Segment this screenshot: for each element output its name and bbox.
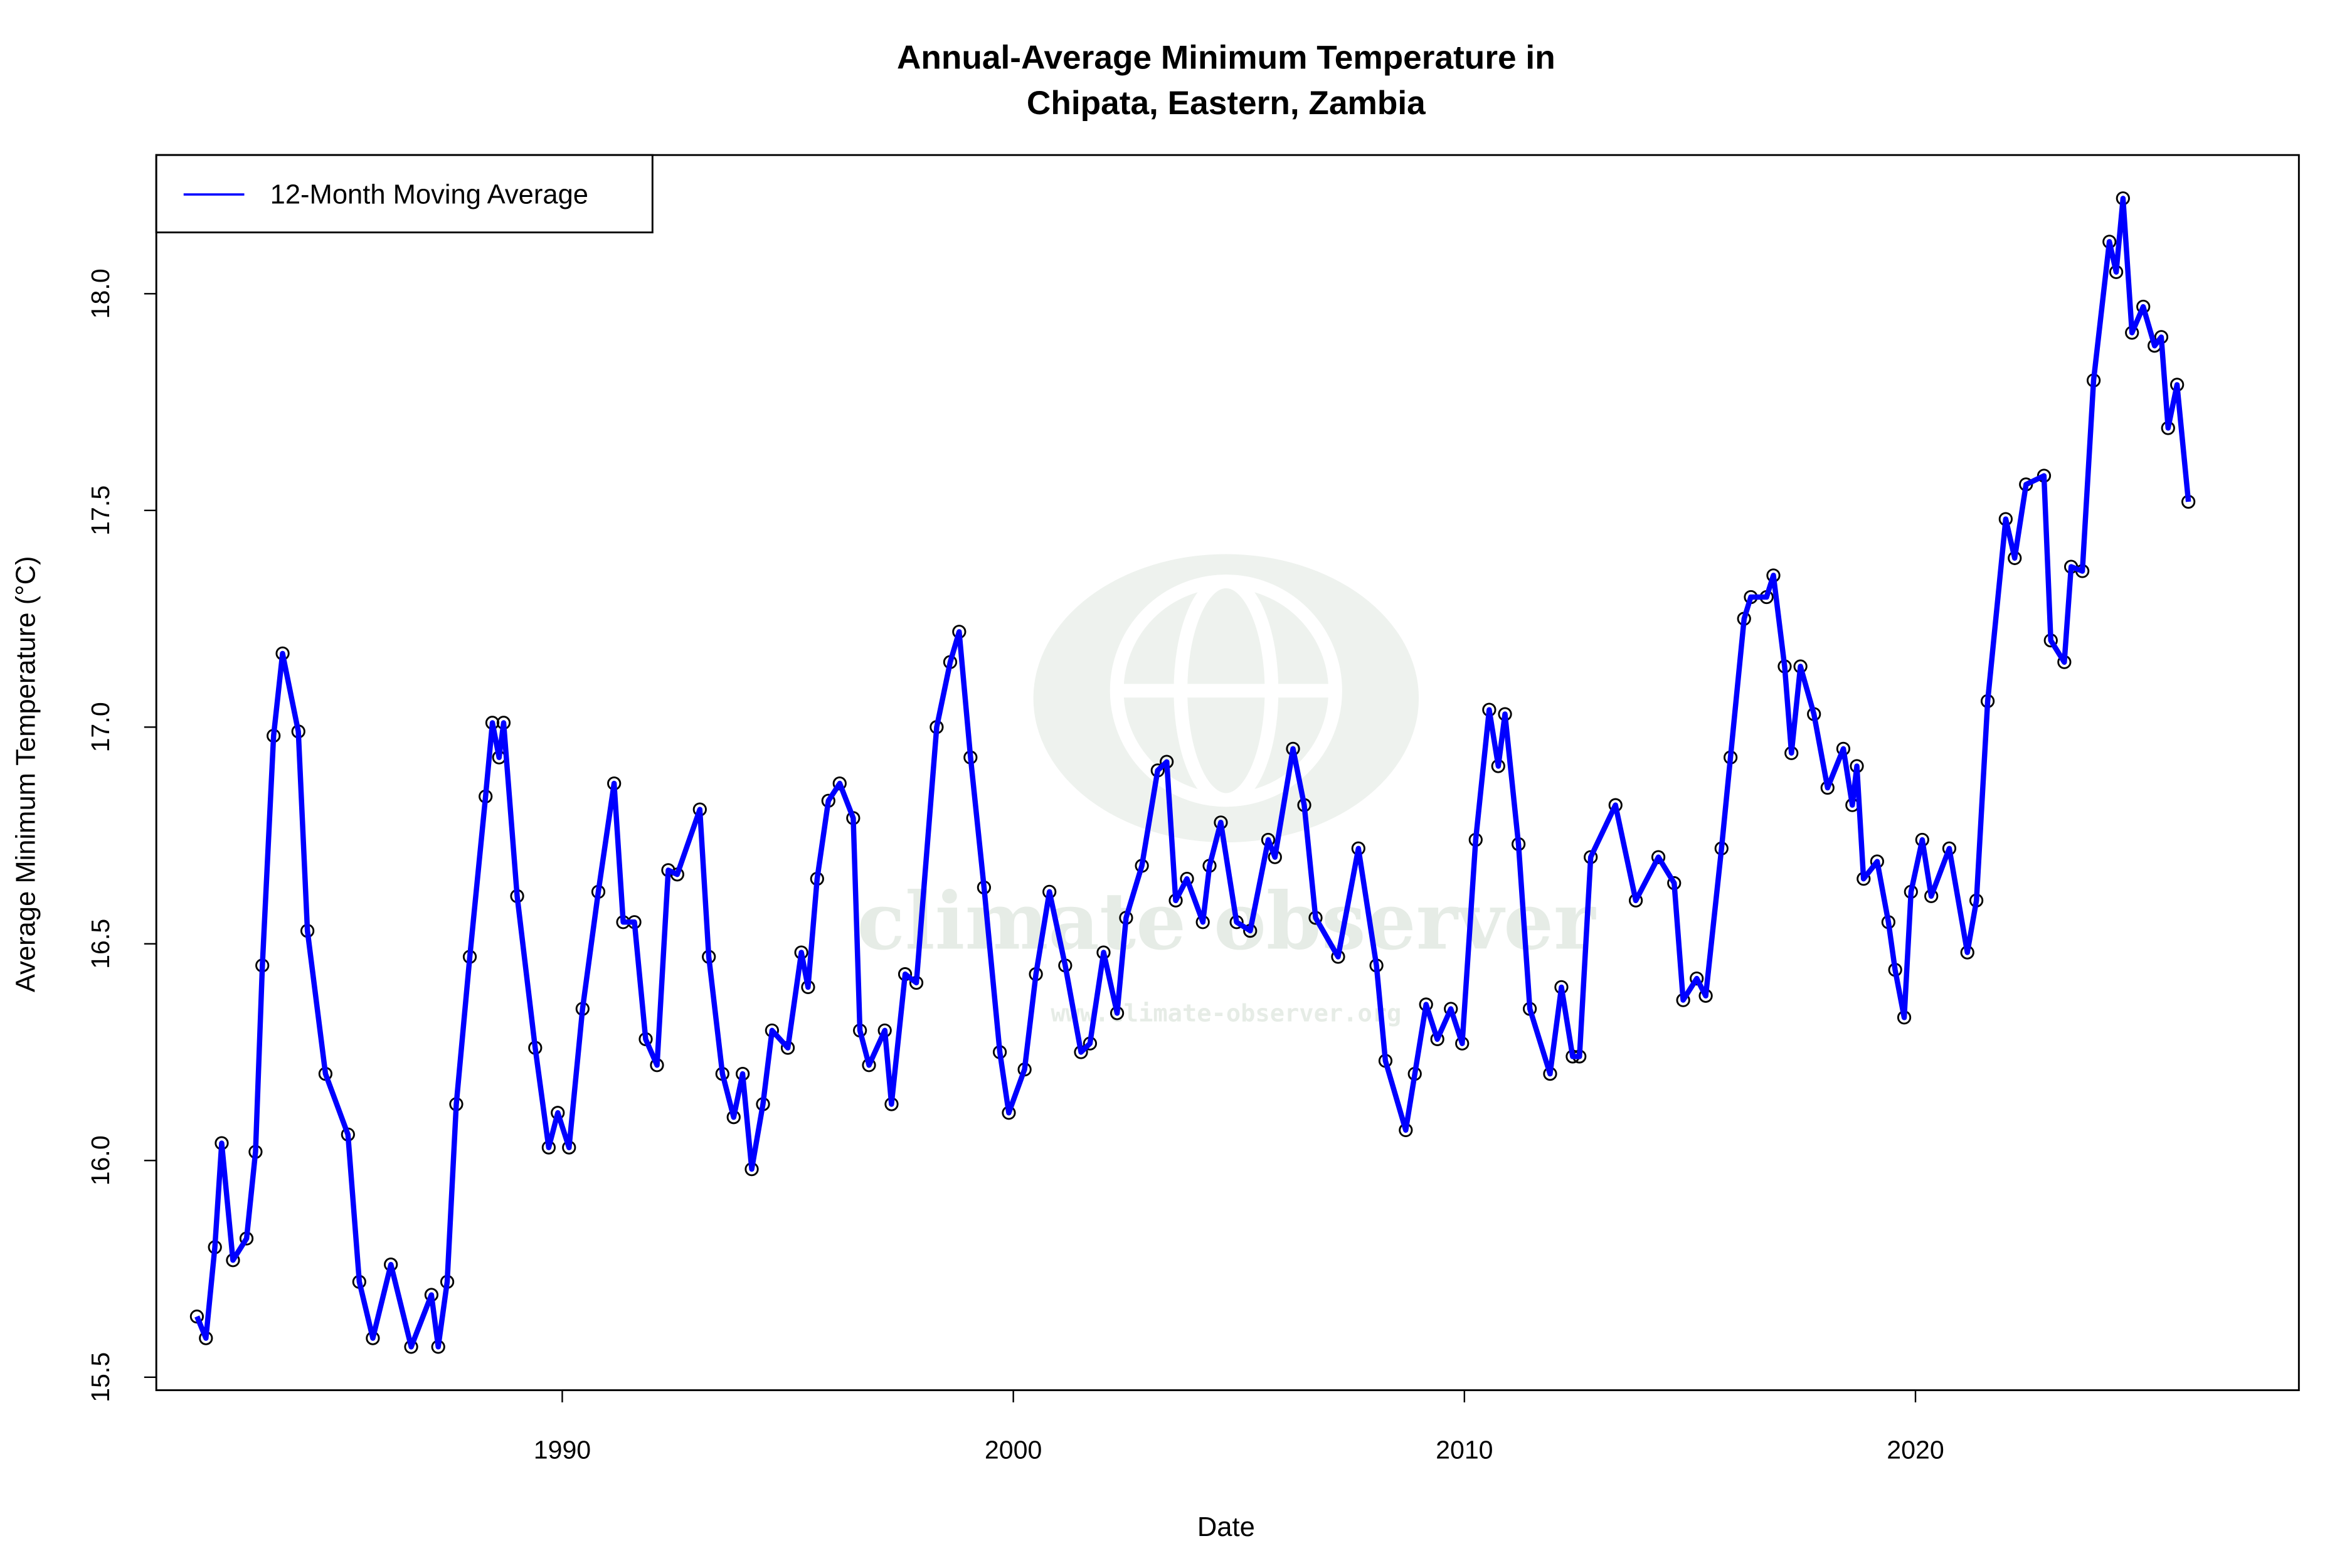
- x-tick-label: 2000: [985, 1435, 1042, 1464]
- globe-icon: [1110, 575, 1342, 807]
- watermark-url: www.climate-observer.org: [1051, 1000, 1401, 1028]
- legend-label: 12-Month Moving Average: [270, 180, 588, 210]
- y-tick-label: 18.0: [86, 268, 115, 319]
- y-tick-label: 17.0: [86, 702, 115, 752]
- x-tick-label: 1990: [534, 1435, 591, 1464]
- x-axis-label: Date: [1197, 1512, 1255, 1542]
- x-axis: 1990 2000 2010 2020: [534, 1389, 1944, 1464]
- y-tick-label: 15.5: [86, 1352, 115, 1402]
- data-point: [1690, 971, 1704, 986]
- y-tick-label: 16.5: [86, 919, 115, 969]
- watermark: climate observer www.climate-observer.or…: [857, 554, 1596, 1028]
- legend: 12-Month Moving Average: [155, 154, 654, 234]
- x-tick-label: 2020: [1887, 1435, 1944, 1464]
- chart-subtitle: Chipata, Eastern, Zambia: [1027, 85, 1426, 122]
- series-12-month-moving-average: [189, 191, 2196, 1354]
- x-tick-label: 2010: [1436, 1435, 1493, 1464]
- watermark-text: climate observer: [857, 875, 1596, 968]
- series-line: [194, 196, 2191, 1350]
- y-tick-label: 17.5: [86, 485, 115, 536]
- chart-title: Annual-Average Minimum Temperature in: [897, 39, 1555, 76]
- y-axis-label: Average Minimum Temperature (°C): [11, 556, 41, 992]
- data-point: [1651, 850, 1666, 864]
- y-axis: 15.5 16.0 16.5 17.0 17.5 18.0: [86, 268, 157, 1402]
- y-tick-label: 16.0: [86, 1135, 115, 1185]
